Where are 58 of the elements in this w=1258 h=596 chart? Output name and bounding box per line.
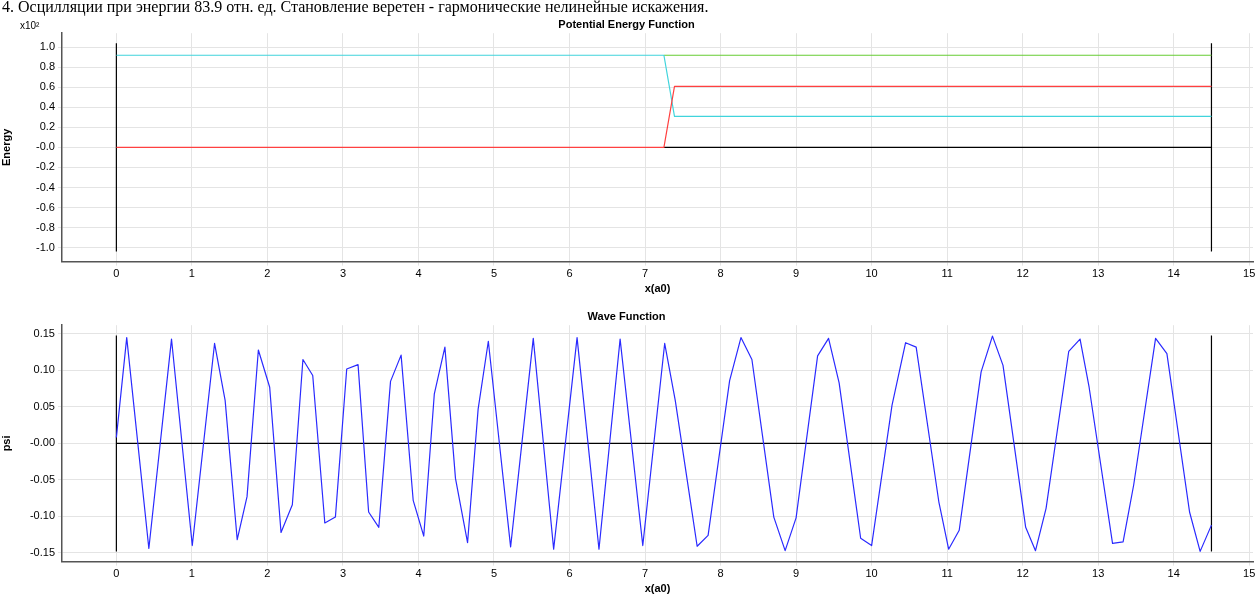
x-tick-label: 4 <box>415 567 422 580</box>
x-tick-label: 12 <box>1016 567 1029 580</box>
y-axis-title: psi <box>0 435 12 452</box>
x-tick-label: 11 <box>941 267 953 280</box>
x-tick-label: 0 <box>113 567 120 580</box>
x-axis-title: x(a0) <box>644 282 671 295</box>
x-tick-label: 1 <box>188 267 195 280</box>
y-tick-label: -0.00 <box>29 436 55 449</box>
y-tick-label: -1.0 <box>36 240 55 253</box>
x-tick-label: 2 <box>264 567 271 580</box>
x-tick-label: 11 <box>941 567 953 580</box>
x-tick-label: 5 <box>490 267 498 280</box>
y-axis-title: Energy <box>0 127 12 167</box>
x-tick-label: 15 <box>1243 567 1256 580</box>
x-tick-label: 14 <box>1167 267 1180 280</box>
y-tick-label: 0.8 <box>39 60 55 73</box>
y-tick-label: 0.4 <box>39 100 55 113</box>
x-tick-label: 5 <box>490 567 498 580</box>
x-axis-title: x(a0) <box>644 582 671 595</box>
x-tick-label: 12 <box>1016 267 1029 280</box>
y-tick-label: -0.6 <box>36 200 55 213</box>
y-tick-label: -0.0 <box>36 140 55 153</box>
x-tick-label: 7 <box>641 267 649 280</box>
x-tick-label: 8 <box>717 567 724 580</box>
x-tick-label: 14 <box>1167 567 1180 580</box>
y-tick-label: 1.0 <box>39 40 55 53</box>
x-tick-label: 15 <box>1243 267 1256 280</box>
y-tick-label: -0.10 <box>29 509 55 522</box>
y-tick-label: 0.10 <box>33 363 55 376</box>
x-tick-label: 9 <box>793 567 800 580</box>
x-tick-label: 8 <box>717 267 724 280</box>
x-tick-label: 6 <box>566 267 573 280</box>
x-tick-label: 3 <box>339 267 347 280</box>
y-tick-label: -0.15 <box>29 545 55 558</box>
y-tick-label: 0.2 <box>39 120 55 133</box>
x-tick-label: 10 <box>865 267 878 280</box>
y-tick-label: -0.05 <box>29 472 55 485</box>
chart-title: Potential Energy Function <box>558 17 695 30</box>
y-tick-label: -0.2 <box>36 160 55 173</box>
x-tick-label: 7 <box>641 567 649 580</box>
x-tick-label: 6 <box>566 567 573 580</box>
x-tick-label: 3 <box>339 567 347 580</box>
x-tick-label: 4 <box>415 267 422 280</box>
chart-title: Wave Function <box>587 309 666 322</box>
x-tick-label: 2 <box>264 267 271 280</box>
x-tick-label: 13 <box>1092 567 1105 580</box>
x-tick-label: 0 <box>113 267 120 280</box>
y-tick-label: -0.8 <box>36 220 55 233</box>
x-tick-label: 10 <box>865 567 878 580</box>
text: x10² <box>20 19 41 31</box>
x-tick-label: 9 <box>793 267 800 280</box>
y-tick-label: 0.6 <box>39 80 55 93</box>
y-tick-label: 0.05 <box>33 399 55 412</box>
y-tick-label: 0.15 <box>33 326 55 339</box>
text: 4. Осцилляции при энергии 83.9 отн. ед. Становление веретен - гармонические нелинейные искажения. <box>1 0 710 18</box>
y-tick-label: -0.4 <box>36 180 55 193</box>
x-tick-label: 13 <box>1092 267 1105 280</box>
x-tick-label: 1 <box>188 567 195 580</box>
